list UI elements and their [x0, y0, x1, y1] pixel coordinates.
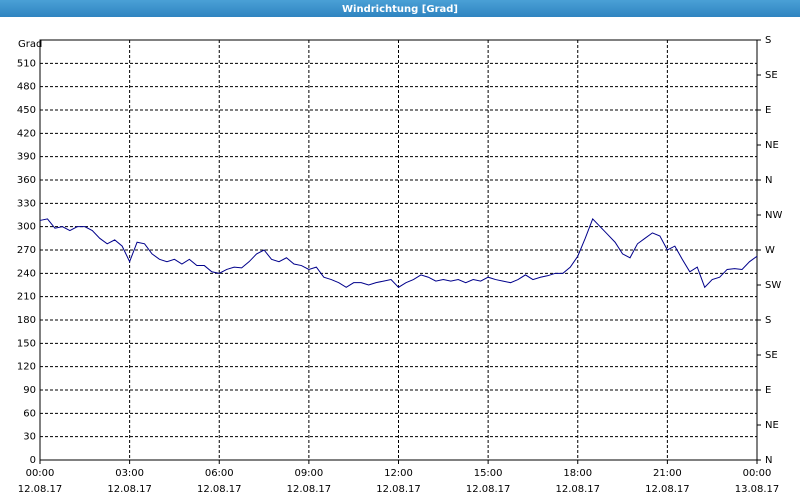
y-tick-label: 0	[30, 455, 36, 466]
chart-title: Windrichtung [Grad]	[342, 4, 458, 15]
x-tick-date: 12.08.17	[555, 484, 600, 495]
y2-tick-label: S	[765, 315, 771, 326]
y-tick-label: 300	[17, 222, 36, 233]
y-tick-label: 150	[17, 338, 36, 349]
y-tick-label: 330	[17, 198, 36, 209]
x-tick-date: 12.08.17	[18, 484, 63, 495]
y-tick-label: 360	[17, 175, 36, 186]
title-bar	[0, 0, 800, 17]
y-tick-label: 240	[17, 268, 36, 279]
y2-tick-label: SE	[765, 70, 778, 81]
y2-tick-label: N	[765, 455, 772, 466]
x-tick-date: 12.08.17	[376, 484, 421, 495]
x-tick-date: 12.08.17	[287, 484, 332, 495]
y-tick-label: 450	[17, 105, 36, 116]
x-tick-label: 06:00	[205, 468, 234, 479]
y2-tick-label: S	[765, 35, 771, 46]
y-tick-label: 90	[23, 385, 36, 396]
x-tick-label: 18:00	[563, 468, 592, 479]
y2-tick-label: SE	[765, 350, 778, 361]
x-tick-label: 12:00	[384, 468, 413, 479]
y-tick-label: 420	[17, 128, 36, 139]
x-tick-label: 00:00	[743, 468, 772, 479]
x-tick-date: 12.08.17	[197, 484, 242, 495]
y-tick-label: 210	[17, 292, 36, 303]
y2-tick-label: N	[765, 175, 772, 186]
x-tick-label: 09:00	[294, 468, 323, 479]
y-tick-label: 270	[17, 245, 36, 256]
y2-tick-label: E	[765, 105, 771, 116]
data-line	[39, 217, 758, 289]
x-tick-date: 12.08.17	[645, 484, 690, 495]
y2-tick-label: E	[765, 385, 771, 396]
y2-tick-label: SW	[765, 280, 781, 291]
y-tick-label: 180	[17, 315, 36, 326]
y2-tick-label: NW	[765, 210, 782, 221]
y-tick-label: 30	[23, 432, 36, 443]
y-axis-label: Grad	[18, 39, 42, 50]
y2-tick-label: NE	[765, 140, 779, 151]
y-tick-label: 120	[17, 362, 36, 373]
y-tick-label: 480	[17, 82, 36, 93]
x-tick-date: 13.08.17	[735, 484, 780, 495]
x-tick-label: 15:00	[474, 468, 503, 479]
y-tick-label: 390	[17, 152, 36, 163]
y-tick-label: 60	[23, 408, 36, 419]
x-tick-label: 03:00	[115, 468, 144, 479]
x-tick-label: 00:00	[26, 468, 55, 479]
x-tick-date: 12.08.17	[466, 484, 511, 495]
y2-tick-label: W	[765, 245, 775, 256]
y2-tick-label: NE	[765, 420, 779, 431]
plot-border	[39, 39, 758, 461]
x-tick-label: 21:00	[653, 468, 682, 479]
y-tick-label: 510	[17, 58, 36, 69]
x-tick-date: 12.08.17	[107, 484, 152, 495]
